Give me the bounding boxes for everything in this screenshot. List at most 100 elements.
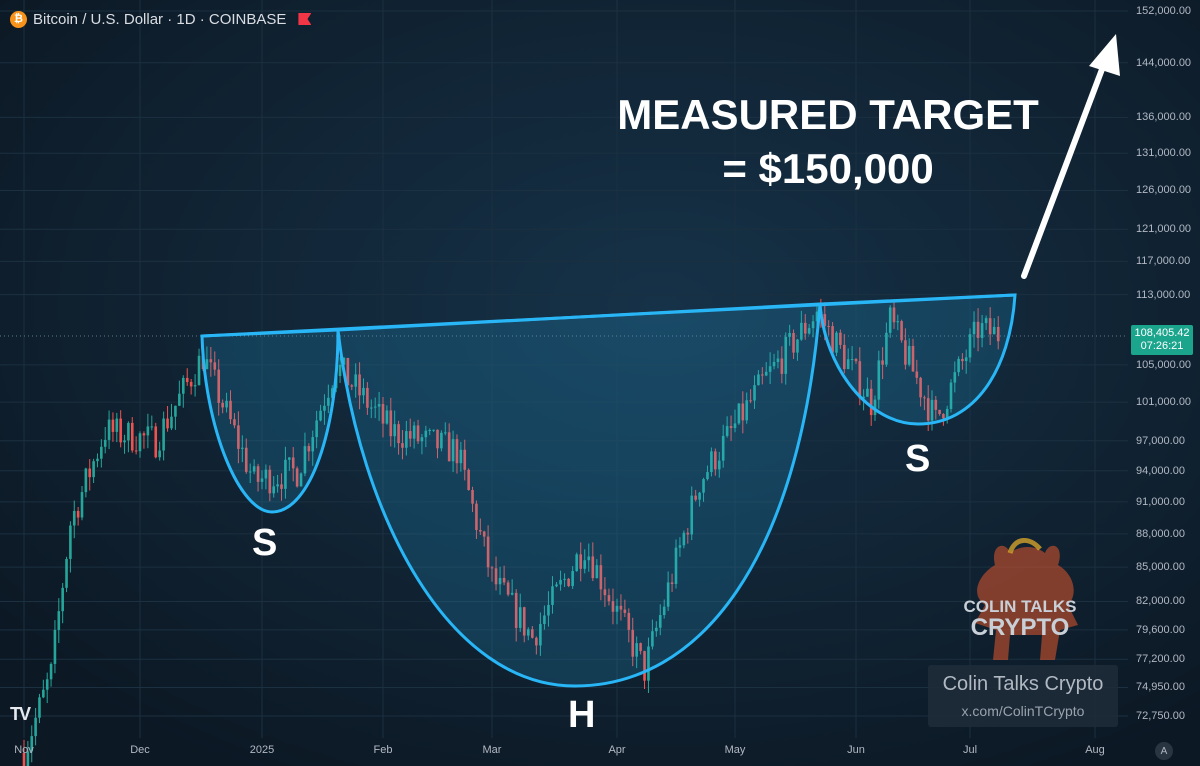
candle-body — [189, 381, 193, 387]
candle-body — [475, 503, 478, 531]
candle-body — [784, 336, 788, 374]
logo-text-2: CRYPTO — [970, 614, 1070, 641]
candle-body — [486, 536, 490, 568]
candle-body — [248, 471, 252, 473]
candle-body — [498, 577, 502, 585]
candle-body — [658, 615, 662, 628]
candle-body — [694, 495, 697, 500]
candle-body — [862, 396, 865, 399]
candle-body — [873, 399, 877, 416]
candle-body — [776, 358, 780, 362]
candle-body — [237, 425, 240, 449]
candle-body — [490, 567, 494, 569]
candle-body — [142, 433, 146, 436]
candle-body — [579, 554, 583, 569]
candle-body — [915, 371, 919, 378]
candle-body — [459, 449, 463, 464]
candle-body — [733, 423, 737, 429]
candle-body — [607, 595, 611, 602]
candle-body — [284, 459, 287, 489]
candle-body — [877, 360, 881, 400]
candle-body — [80, 492, 84, 518]
bull-logo-icon — [975, 538, 1078, 660]
candle-body — [412, 425, 416, 439]
candle-body — [166, 418, 169, 429]
candle-body — [706, 472, 709, 480]
candle-body — [587, 556, 591, 561]
y-tick-label: 152,000.00 — [1136, 5, 1192, 17]
candle-body — [100, 446, 103, 459]
head-label: H — [568, 694, 596, 736]
candle-body — [996, 326, 1000, 342]
y-tick-label: 136,000.00 — [1136, 111, 1192, 124]
candle-body — [518, 607, 522, 628]
candle-body — [815, 311, 819, 322]
candle-body — [197, 355, 201, 386]
candle-body — [408, 431, 412, 439]
candle-body — [377, 404, 381, 407]
candle-body — [900, 321, 903, 341]
candle-body — [354, 374, 357, 387]
candle-body — [127, 422, 130, 441]
x-tick-label: May — [724, 744, 746, 756]
candle-body — [424, 430, 428, 438]
x-tick-label: Jun — [847, 744, 865, 756]
candle-body — [869, 388, 873, 416]
candle-body — [170, 416, 173, 429]
candle-body — [674, 547, 678, 584]
neckline — [201, 293, 1016, 338]
auto-scale-button[interactable]: A — [1155, 742, 1173, 760]
tradingview-logo-icon[interactable]: TV — [10, 704, 31, 724]
candle-body — [107, 419, 111, 440]
candle-body — [276, 484, 279, 487]
candle-body — [61, 587, 64, 612]
candle-body — [330, 388, 334, 398]
candle-body — [150, 426, 154, 428]
head-shape — [336, 302, 822, 688]
candle-body — [957, 358, 960, 373]
candle-body — [76, 510, 80, 518]
candle-body — [72, 510, 76, 526]
candle-body — [299, 473, 303, 487]
candle-body — [670, 582, 674, 584]
candle-body — [741, 403, 745, 421]
candle-body — [45, 679, 49, 690]
candle-body — [623, 609, 627, 613]
candle-body — [178, 393, 181, 406]
candle-body — [988, 318, 992, 335]
candle-body — [725, 426, 729, 436]
x-tick-label: Nov — [14, 744, 34, 756]
candle-body — [923, 397, 926, 399]
candle-body — [930, 399, 934, 421]
candle-body — [244, 447, 248, 472]
candle-body — [463, 449, 467, 470]
candle-body — [714, 451, 717, 470]
logo-text-1: COLIN TALKS — [963, 597, 1077, 616]
flag-icon[interactable] — [298, 13, 312, 25]
candle-body — [381, 404, 385, 424]
right-shoulder-label: S — [905, 438, 931, 480]
candle-body — [603, 589, 607, 596]
candle-body — [291, 457, 295, 469]
candle-body — [103, 439, 107, 447]
candle-body — [65, 558, 68, 588]
candle-body — [401, 443, 404, 448]
candle-body — [698, 492, 701, 500]
candle-body — [252, 466, 256, 472]
candle-body — [796, 339, 799, 353]
target-line-1: MEASURED TARGET — [617, 91, 1039, 138]
candle-body — [185, 377, 189, 382]
candle-body — [942, 414, 945, 419]
candle-body — [123, 440, 126, 443]
candle-body — [338, 364, 342, 377]
candle-body — [682, 532, 686, 546]
candle-body — [563, 578, 566, 580]
candle-body — [455, 439, 459, 464]
brand-link[interactable]: x.com/ColinTCrypto — [961, 703, 1085, 719]
y-tick-label: 105,000.00 — [1136, 358, 1192, 371]
candle-body — [788, 332, 791, 337]
symbol-title[interactable]: Bitcoin / U.S. Dollar · 1D · COINBASE — [33, 10, 287, 28]
candle-body — [217, 369, 221, 403]
candle-body — [717, 460, 721, 470]
candle-body — [729, 426, 733, 429]
